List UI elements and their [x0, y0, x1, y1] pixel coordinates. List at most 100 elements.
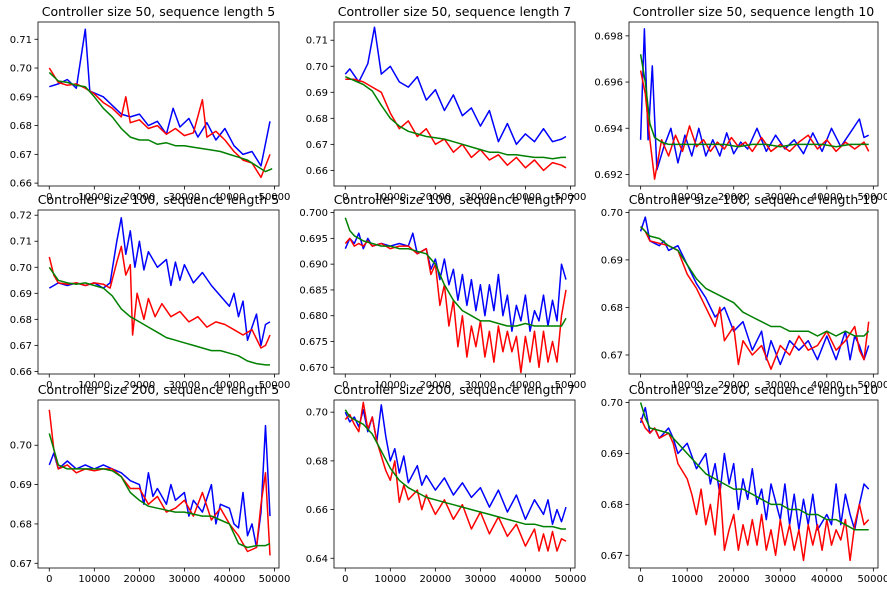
x-tick-label: 20000	[123, 192, 155, 203]
x-tick-label: 40000	[214, 192, 246, 203]
x-tick-label: 20000	[123, 574, 155, 585]
subplot-title: Controller size 50, sequence length 5	[42, 4, 276, 19]
series-line-green	[640, 226, 870, 337]
y-tick-label: 0.68	[10, 315, 32, 326]
y-tick-label: 0.694	[594, 124, 623, 135]
x-tick-label: 50000	[259, 192, 291, 203]
x-tick-label: 10000	[374, 380, 406, 391]
y-tick-label: 0.72	[10, 211, 32, 222]
y-tick-label: 0.68	[10, 121, 32, 132]
y-tick-label: 0.68	[306, 114, 328, 125]
subplot-3: 0 10000 20000 30000 40000 50000 0.692 0.694 0.69…	[594, 4, 887, 203]
x-tick-label: 0	[637, 574, 643, 585]
x-tick-label: 0	[46, 574, 52, 585]
x-tick-label: 30000	[764, 192, 796, 203]
axes-frame	[628, 21, 879, 187]
y-tick-label: 0.690	[299, 260, 328, 271]
subplot-2: 0 10000 20000 30000 40000 50000 0.66 0.67 0.68 0.…	[306, 4, 587, 203]
x-tick-label: 30000	[464, 380, 496, 391]
series-line-red	[344, 237, 567, 374]
x-tick-label: 50000	[857, 574, 887, 585]
y-tick-label: 0.70	[306, 408, 328, 419]
y-tick-label: 0.66	[306, 505, 328, 516]
series-line-red	[639, 417, 870, 562]
x-tick-label: 50000	[857, 192, 887, 203]
series-line-green	[345, 76, 566, 160]
y-tick-label: 0.67	[601, 551, 623, 562]
y-tick-label: 0.67	[601, 350, 623, 361]
x-tick-label: 40000	[811, 192, 843, 203]
x-tick-label: 20000	[419, 574, 451, 585]
subplot-title: Controller size 200, sequence length 7	[334, 382, 575, 397]
x-tick-label: 20000	[123, 380, 155, 391]
x-tick-label: 0	[637, 380, 643, 391]
y-tick-label: 0.64	[306, 554, 328, 565]
y-tick-label: 0.70	[601, 208, 623, 219]
y-tick-label: 0.70	[306, 62, 328, 73]
x-tick-label: 30000	[764, 380, 796, 391]
y-tick-label: 0.700	[299, 208, 328, 219]
x-tick-label: 0	[342, 380, 348, 391]
series-line-green	[48, 433, 271, 549]
series-line-blue	[344, 26, 567, 146]
y-tick-label: 0.698	[594, 31, 623, 42]
x-tick-label: 20000	[718, 380, 750, 391]
y-tick-label: 0.685	[299, 285, 328, 296]
y-tick-label: 0.692	[594, 170, 623, 181]
x-tick-label: 10000	[671, 380, 703, 391]
x-tick-label: 30000	[168, 380, 200, 391]
subplot-title: Controller size 50, sequence length 10	[633, 4, 875, 19]
x-tick-label: 20000	[718, 574, 750, 585]
x-tick-label: 10000	[78, 380, 110, 391]
y-tick-label: 0.696	[594, 78, 623, 89]
x-tick-label: 40000	[214, 380, 246, 391]
y-tick-label: 0.70	[10, 441, 32, 452]
x-tick-label: 50000	[259, 380, 291, 391]
x-tick-label: 40000	[510, 380, 542, 391]
series-line-red	[639, 70, 870, 180]
subplot-7: 0 10000 20000 30000 40000 50000 0.67 0.68 0.69 0.…	[10, 382, 291, 585]
x-tick-label: 0	[46, 192, 52, 203]
x-tick-label: 40000	[811, 574, 843, 585]
x-tick-label: 30000	[464, 192, 496, 203]
series-line-green	[344, 217, 567, 327]
subplot-8: 0 10000 20000 30000 40000 50000 0.64 0.66 0.68 0.…	[306, 382, 587, 585]
y-tick-label: 0.68	[601, 500, 623, 511]
x-tick-label: 50000	[555, 574, 587, 585]
subplot-title: Controller size 200, sequence length 5	[38, 382, 279, 397]
series-line-red	[344, 401, 567, 552]
x-tick-label: 0	[46, 380, 52, 391]
x-tick-label: 0	[342, 574, 348, 585]
series-line-blue	[639, 216, 870, 366]
y-tick-label: 0.66	[10, 367, 32, 378]
series-line-blue	[344, 404, 567, 525]
subplot-5: 0 10000 20000 30000 40000 50000 0.670 0.675 0.68…	[299, 192, 586, 391]
axes-frame	[333, 209, 576, 375]
x-tick-label: 30000	[464, 574, 496, 585]
x-tick-label: 10000	[671, 574, 703, 585]
series-line-green	[344, 409, 566, 530]
subplot-title: Controller size 50, sequence length 7	[338, 4, 572, 19]
y-tick-label: 0.69	[306, 88, 328, 99]
subplot-title: Controller size 200, sequence length 10	[629, 382, 878, 397]
y-tick-label: 0.695	[299, 234, 328, 245]
x-tick-label: 30000	[168, 192, 200, 203]
series-line-green	[48, 71, 273, 173]
series-line-red	[48, 409, 271, 556]
x-tick-label: 40000	[510, 574, 542, 585]
y-tick-label: 0.67	[306, 140, 328, 151]
x-tick-label: 50000	[555, 192, 587, 203]
x-tick-label: 30000	[764, 574, 796, 585]
x-tick-label: 0	[342, 192, 348, 203]
subplot-6: 0 10000 20000 30000 40000 50000 0.67 0.68 0.69 0.…	[601, 192, 887, 391]
series-line-red	[48, 245, 271, 349]
y-tick-label: 0.68	[10, 519, 32, 530]
x-tick-label: 10000	[374, 192, 406, 203]
series-line-green	[639, 54, 869, 148]
subplot-1: 0 10000 20000 30000 40000 50000 0.66 0.67 0.68 0.…	[10, 4, 291, 203]
y-tick-label: 0.670	[299, 363, 328, 374]
x-tick-label: 10000	[78, 192, 110, 203]
subplot-title: Controller size 100, sequence length 5	[38, 192, 279, 207]
